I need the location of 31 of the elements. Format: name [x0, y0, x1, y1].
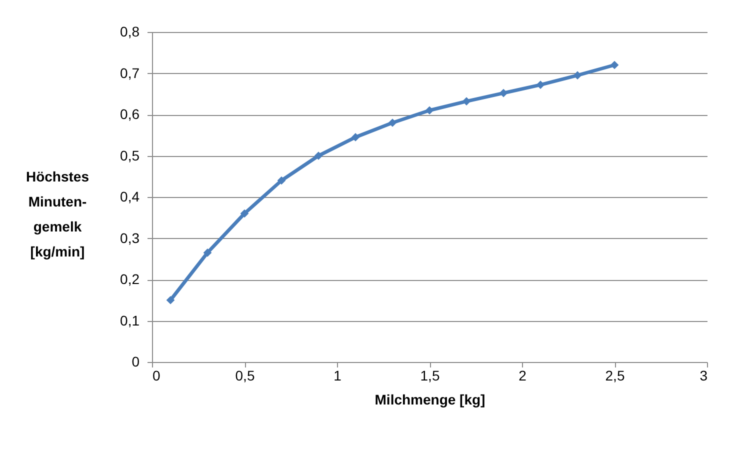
point — [499, 88, 508, 98]
x-tick-label: 1 — [334, 368, 342, 384]
y-axis-title: Höchstes Minuten- gemelk [kg/min] — [26, 168, 90, 260]
point — [240, 209, 249, 218]
x-tick-label: 2,5 — [605, 368, 625, 384]
point — [610, 60, 619, 70]
point — [277, 176, 286, 185]
point — [536, 80, 545, 89]
x-axis-title: Milchmenge [kg] — [374, 392, 486, 408]
x-tick-label: 0,5 — [235, 368, 255, 384]
point — [351, 133, 360, 142]
x-tick-label: 1,5 — [420, 368, 440, 384]
y-tick-label: 0,1 — [120, 312, 140, 328]
point — [314, 152, 323, 160]
y-tick-label: 0 — [132, 354, 140, 370]
y-tick-label: 0,2 — [120, 271, 140, 287]
y-tick-label: 0,3 — [120, 230, 140, 246]
point — [462, 97, 471, 106]
point — [388, 118, 397, 127]
point — [425, 106, 434, 115]
y-tick-label: 0,4 — [120, 188, 140, 204]
y-tick-label: 0,5 — [120, 147, 140, 164]
point — [203, 248, 212, 257]
point — [573, 71, 582, 80]
x-tick-label: 2 — [518, 368, 527, 384]
point — [166, 296, 175, 304]
y-tick-label: 0,7 — [120, 64, 140, 81]
y-tick-label: 0,8 — [120, 24, 140, 40]
y-tick-label: 0,6 — [120, 106, 140, 122]
x-tick-label: 3 — [700, 368, 708, 384]
x-tick-label: 0 — [152, 368, 160, 384]
